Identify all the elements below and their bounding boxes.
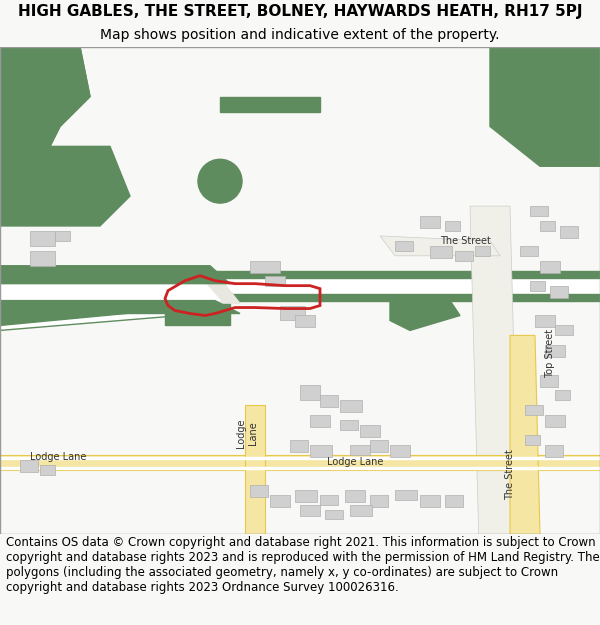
Bar: [545, 415, 565, 427]
Polygon shape: [165, 304, 230, 326]
Polygon shape: [220, 97, 320, 111]
Bar: [420, 216, 440, 228]
Polygon shape: [470, 206, 520, 584]
Bar: [360, 425, 380, 437]
Bar: [295, 316, 315, 328]
Bar: [540, 221, 555, 231]
Polygon shape: [0, 271, 600, 278]
Bar: [280, 306, 305, 321]
Bar: [310, 445, 332, 457]
Bar: [300, 385, 320, 400]
Polygon shape: [0, 276, 210, 326]
Bar: [395, 489, 417, 499]
Polygon shape: [0, 278, 220, 301]
Text: Lodge Lane: Lodge Lane: [327, 457, 383, 467]
Polygon shape: [0, 467, 600, 469]
Bar: [350, 504, 372, 516]
Bar: [555, 390, 570, 400]
Bar: [445, 221, 460, 231]
Bar: [20, 460, 38, 472]
Bar: [550, 286, 568, 298]
Polygon shape: [380, 236, 500, 256]
Bar: [395, 241, 413, 251]
Bar: [520, 246, 538, 256]
Bar: [525, 405, 543, 415]
Bar: [300, 504, 320, 516]
Polygon shape: [0, 457, 600, 459]
Bar: [445, 494, 463, 506]
Bar: [320, 395, 338, 407]
Text: The Street: The Street: [505, 449, 515, 500]
Bar: [545, 346, 565, 358]
Bar: [295, 489, 317, 501]
Bar: [345, 489, 365, 501]
Bar: [420, 494, 440, 506]
Bar: [535, 316, 555, 328]
Polygon shape: [0, 266, 240, 304]
Polygon shape: [0, 301, 205, 331]
Polygon shape: [0, 278, 220, 301]
Text: HIGH GABLES, THE STREET, BOLNEY, HAYWARDS HEATH, RH17 5PJ: HIGH GABLES, THE STREET, BOLNEY, HAYWARD…: [18, 4, 582, 19]
Polygon shape: [0, 276, 600, 296]
Bar: [560, 226, 578, 238]
Bar: [390, 445, 410, 457]
Bar: [40, 465, 55, 474]
Bar: [530, 206, 548, 216]
Circle shape: [198, 159, 242, 203]
Bar: [30, 231, 55, 246]
Bar: [525, 435, 540, 445]
Polygon shape: [245, 405, 265, 534]
Bar: [250, 261, 280, 272]
Bar: [555, 326, 573, 336]
Bar: [265, 276, 285, 286]
Bar: [475, 246, 490, 256]
Bar: [310, 415, 330, 427]
Bar: [30, 251, 55, 266]
Bar: [370, 440, 388, 452]
Polygon shape: [0, 266, 230, 284]
Polygon shape: [0, 146, 130, 226]
Text: Lodge Lane: Lodge Lane: [30, 452, 86, 462]
Bar: [540, 261, 560, 272]
Bar: [320, 494, 338, 504]
Bar: [55, 231, 70, 241]
Text: Map shows position and indicative extent of the property.: Map shows position and indicative extent…: [100, 28, 500, 42]
Text: The Street: The Street: [440, 236, 491, 246]
Bar: [270, 494, 290, 506]
Bar: [370, 494, 388, 506]
Bar: [530, 281, 545, 291]
Polygon shape: [0, 294, 600, 301]
Polygon shape: [0, 301, 240, 314]
Polygon shape: [0, 47, 90, 196]
Polygon shape: [490, 47, 600, 166]
Polygon shape: [0, 455, 600, 470]
Bar: [325, 509, 343, 519]
Bar: [430, 246, 452, 258]
Bar: [545, 445, 563, 457]
Polygon shape: [510, 336, 540, 534]
Polygon shape: [0, 47, 90, 196]
Bar: [350, 445, 370, 455]
Bar: [340, 400, 362, 412]
Polygon shape: [390, 301, 460, 331]
Bar: [540, 375, 558, 387]
Bar: [250, 484, 268, 497]
Bar: [290, 440, 308, 452]
Text: Contains OS data © Crown copyright and database right 2021. This information is : Contains OS data © Crown copyright and d…: [6, 536, 600, 594]
Text: Top Street: Top Street: [545, 329, 555, 378]
Text: Lodge
Lane: Lodge Lane: [236, 418, 258, 447]
Bar: [455, 251, 473, 261]
Bar: [340, 420, 358, 430]
